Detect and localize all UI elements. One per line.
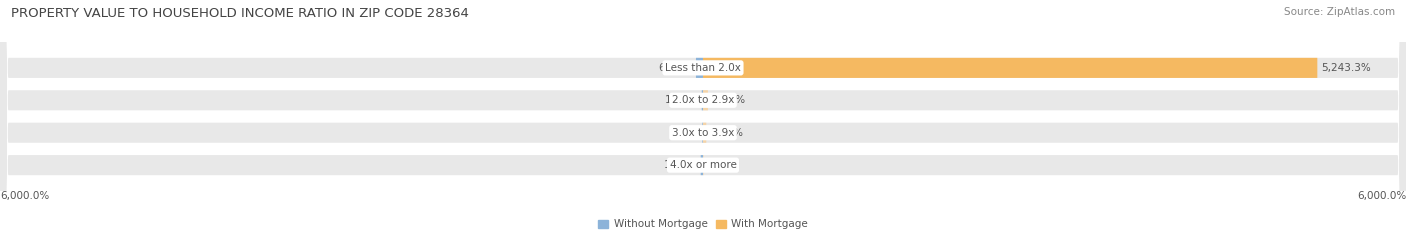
Legend: Without Mortgage, With Mortgage: Without Mortgage, With Mortgage — [593, 215, 813, 233]
Text: 5,243.3%: 5,243.3% — [1322, 63, 1371, 73]
Text: 28.0%: 28.0% — [710, 128, 744, 138]
FancyBboxPatch shape — [703, 58, 1317, 78]
Text: 6,000.0%: 6,000.0% — [1357, 191, 1406, 201]
FancyBboxPatch shape — [700, 155, 703, 175]
Text: 3.0x to 3.9x: 3.0x to 3.9x — [672, 128, 734, 138]
Text: 60.2%: 60.2% — [659, 63, 692, 73]
FancyBboxPatch shape — [703, 123, 706, 143]
Text: 4.4%: 4.4% — [707, 160, 734, 170]
Text: 5.9%: 5.9% — [672, 128, 699, 138]
FancyBboxPatch shape — [696, 58, 703, 78]
Text: Source: ZipAtlas.com: Source: ZipAtlas.com — [1284, 7, 1395, 17]
Text: 6,000.0%: 6,000.0% — [0, 191, 49, 201]
Text: 4.0x or more: 4.0x or more — [669, 160, 737, 170]
Text: 2.0x to 2.9x: 2.0x to 2.9x — [672, 95, 734, 105]
Text: 10.8%: 10.8% — [665, 95, 697, 105]
Text: PROPERTY VALUE TO HOUSEHOLD INCOME RATIO IN ZIP CODE 28364: PROPERTY VALUE TO HOUSEHOLD INCOME RATIO… — [11, 7, 470, 20]
Text: 42.1%: 42.1% — [713, 95, 745, 105]
FancyBboxPatch shape — [703, 90, 709, 110]
Text: 19.7%: 19.7% — [664, 160, 696, 170]
Text: Less than 2.0x: Less than 2.0x — [665, 63, 741, 73]
